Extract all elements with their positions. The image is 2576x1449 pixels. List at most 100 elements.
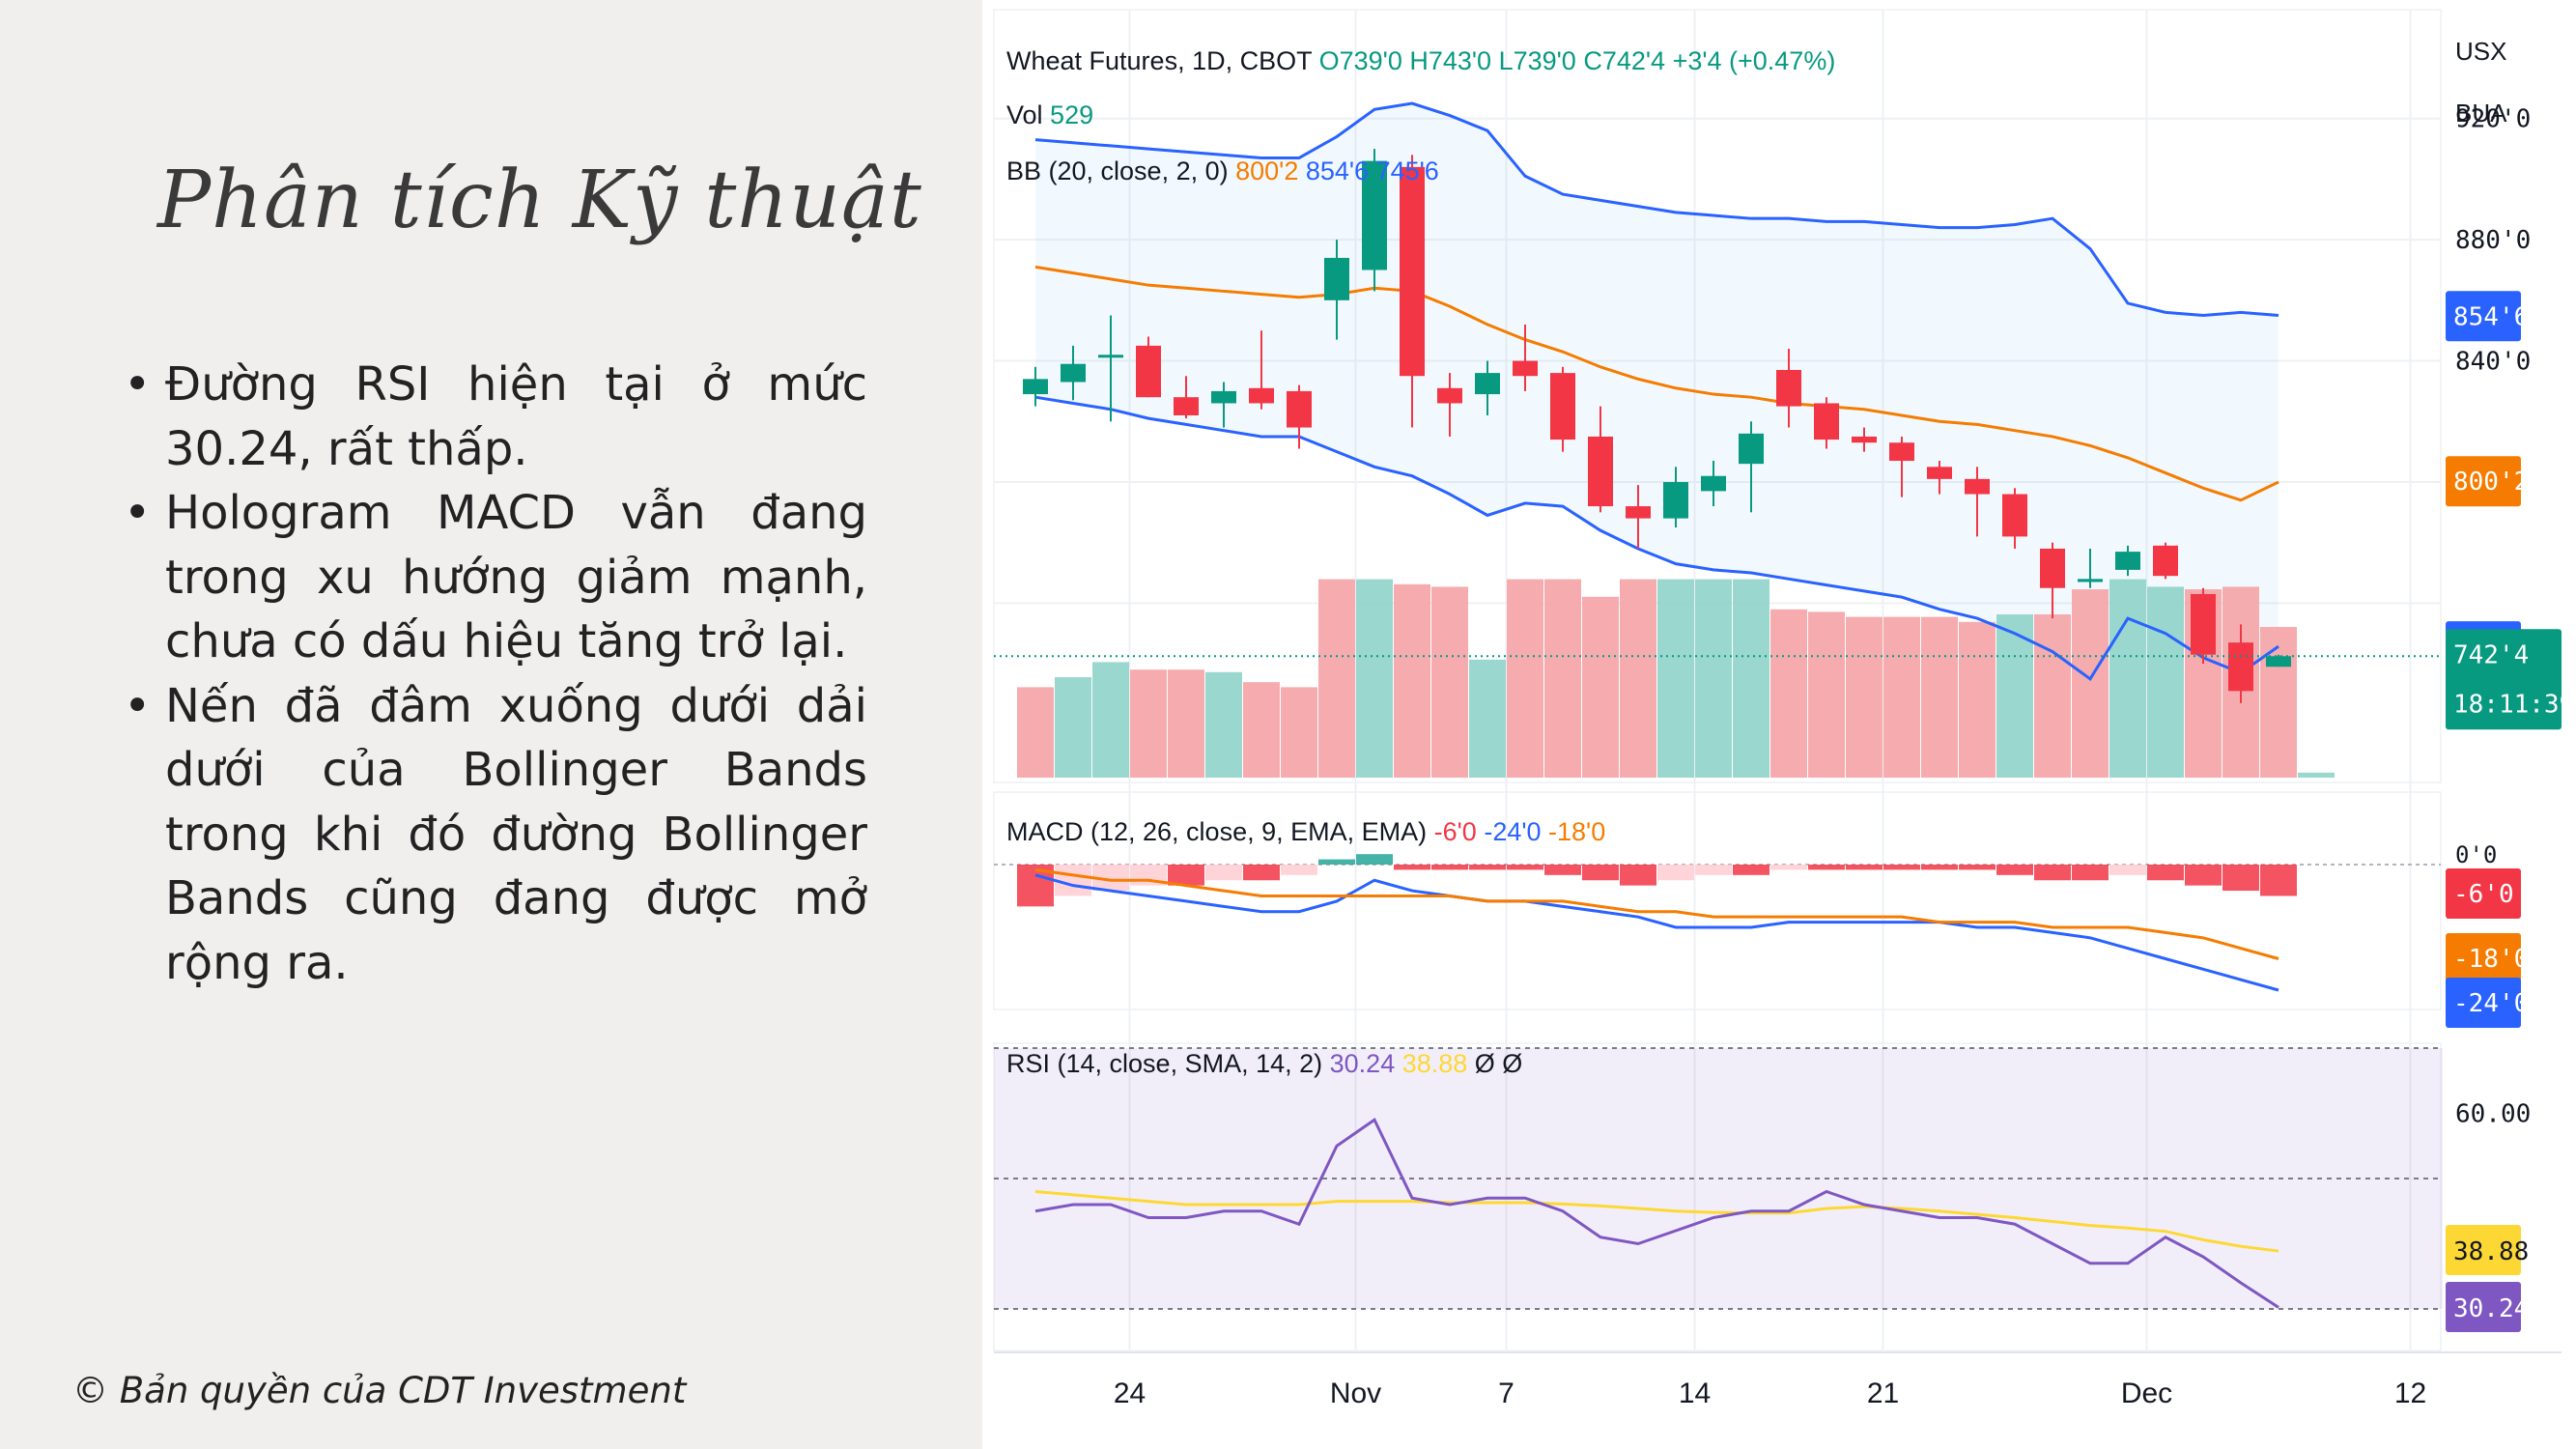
macd-histogram-bar [1394,865,1430,870]
macd-histogram-bar [1431,865,1468,870]
bullet-text: Nến đã đâm xuống dưới dải dưới của Bolli… [165,678,867,990]
macd-histogram-bar [1582,865,1619,881]
rsi-tag [2446,1282,2521,1332]
volume-bar [1469,659,1506,778]
bullet-item: • Hologram MACD vẫn đang trong xu hướng g… [124,481,867,674]
volume-bar [1431,586,1468,778]
volume-bar [2260,627,2297,778]
bullet-item: • Nến đã đâm xuống dưới dải dưới của Boll… [124,674,867,996]
macd-histogram-bar [1205,865,1242,881]
candle-body [1814,403,1839,440]
legend-value: 854'6 [1306,156,1376,185]
rsi-legend: RSI (14, close, SMA, 14, 2) 30.24 38.88 … [1006,1049,1522,1078]
trading-chart[interactable]: 920'0880'0840'0854'6800'2745'6742'418:11… [982,0,2576,1449]
macd-histogram-bar [1959,865,1996,870]
chart-panel[interactable]: 920'0880'0840'0854'6800'2745'6742'418:11… [982,0,2576,1449]
time-tick-label: 12 [2394,1378,2426,1409]
candle-body [1437,387,1462,404]
candle-body [2115,552,2140,570]
volume-bar [1092,662,1129,778]
candle-body [1324,257,1349,300]
candle-body [2191,594,2216,655]
legend-value: Wheat Futures, 1D, CBOT [1006,46,1319,75]
legend-value: 800'2 [1235,156,1306,185]
bb-legend: BB (20, close, 2, 0) 800'2 854'6 745'6 [1006,156,1439,185]
volume-bar [2072,589,2109,778]
macd-histogram-bar [2222,865,2259,892]
volume-bar [2109,579,2146,778]
candle-body [1287,390,1312,428]
macd-histogram-bar [1921,865,1958,870]
macd-histogram-bar [2109,865,2146,875]
bullet-item: • Đường RSI hiện tại ở mức 30.24, rất thấ… [124,353,867,481]
legend-value: -24'0 [1484,817,1548,846]
macd-tag-label: -6'0 [2453,880,2514,909]
legend-value: BB (20, close, 2, 0) [1006,156,1235,185]
legend-value: Ø Ø [1475,1049,1523,1078]
bullet-dot: • [124,357,152,412]
macd-histogram-bar [1695,865,1732,875]
countdown-label: 18:11:39 [2453,690,2574,719]
chart-legend-main: Wheat Futures, 1D, CBOT O739'0 H743'0 L7… [1006,46,1835,75]
macd-histogram-bar [1356,854,1393,865]
price-tag [2446,629,2562,730]
price-tick-label: 880'0 [2455,226,2531,255]
macd-histogram-bar [1281,865,1317,875]
candle-body [2228,642,2253,692]
volume-bar [1582,596,1619,778]
time-tick-label: Nov [1330,1378,1381,1409]
candle-body [1852,436,1877,443]
time-tick-label: 24 [1114,1378,1146,1409]
currency-label: USX [2455,37,2506,66]
candle-body [2266,656,2291,668]
macd-line [1034,873,2279,992]
bullet-list: • Đường RSI hiện tại ở mức 30.24, rất thấ… [124,353,867,995]
candle-body [1136,345,1161,398]
price-tick-label: 840'0 [2455,348,2531,377]
candle-body [2078,579,2103,582]
price-tag [2446,456,2521,507]
legend-value: O739'0 [1319,46,1410,75]
price-tag-label: 800'2 [2453,468,2529,497]
time-tick-label: 14 [1679,1378,1711,1409]
rsi-pane [993,1042,2442,1351]
time-tick-label: 21 [1867,1378,1899,1409]
macd-histogram-bar [1318,859,1355,865]
volume-bar [1168,669,1204,778]
legend-value: 745'6 [1376,156,1439,185]
legend-value: MACD (12, 26, close, 9, EMA, EMA) [1006,817,1434,846]
volume-bar [1318,579,1355,778]
volume-bar [1394,583,1430,778]
volume-bar [1959,621,1996,778]
candle-body [1550,373,1575,440]
price-tag [2446,291,2521,342]
candle-body [1362,160,1387,270]
candle-body [1061,363,1086,383]
macd-histogram-bar [1469,865,1506,870]
copyright-text: © Bản quyền của CDT Investment [72,1370,687,1411]
slide-title: Phân tích Kỹ thuật [157,155,922,246]
macd-histogram-bar [1620,865,1656,886]
candle-body [1626,506,1651,519]
unit-label: BUA [2455,99,2507,128]
macd-pane [993,791,2442,1010]
macd-signal-line [1034,867,2279,960]
volume-bar [1808,611,1845,778]
rsi-tick-label: 60.00 [2455,1100,2531,1129]
bb-upper-line [1034,101,2279,318]
macd-histogram-bar [1055,865,1091,896]
volume-bar [1620,579,1656,778]
macd-histogram-bar [1808,865,1845,870]
bullet-dot: • [124,486,152,540]
macd-histogram-bar [1846,865,1882,870]
volume-bar [1243,682,1280,778]
bb-lower-line [1034,395,2279,681]
volume-bar [1205,671,1242,778]
candle-body [1889,442,1914,462]
macd-tag [2446,868,2521,919]
volume-bar [2147,586,2184,778]
macd-legend: MACD (12, 26, close, 9, EMA, EMA) -6'0 -… [1006,817,1605,846]
bullet-dot: • [124,678,152,733]
candle-body [1588,436,1613,507]
volume-legend: Vol 529 [1006,100,1093,129]
